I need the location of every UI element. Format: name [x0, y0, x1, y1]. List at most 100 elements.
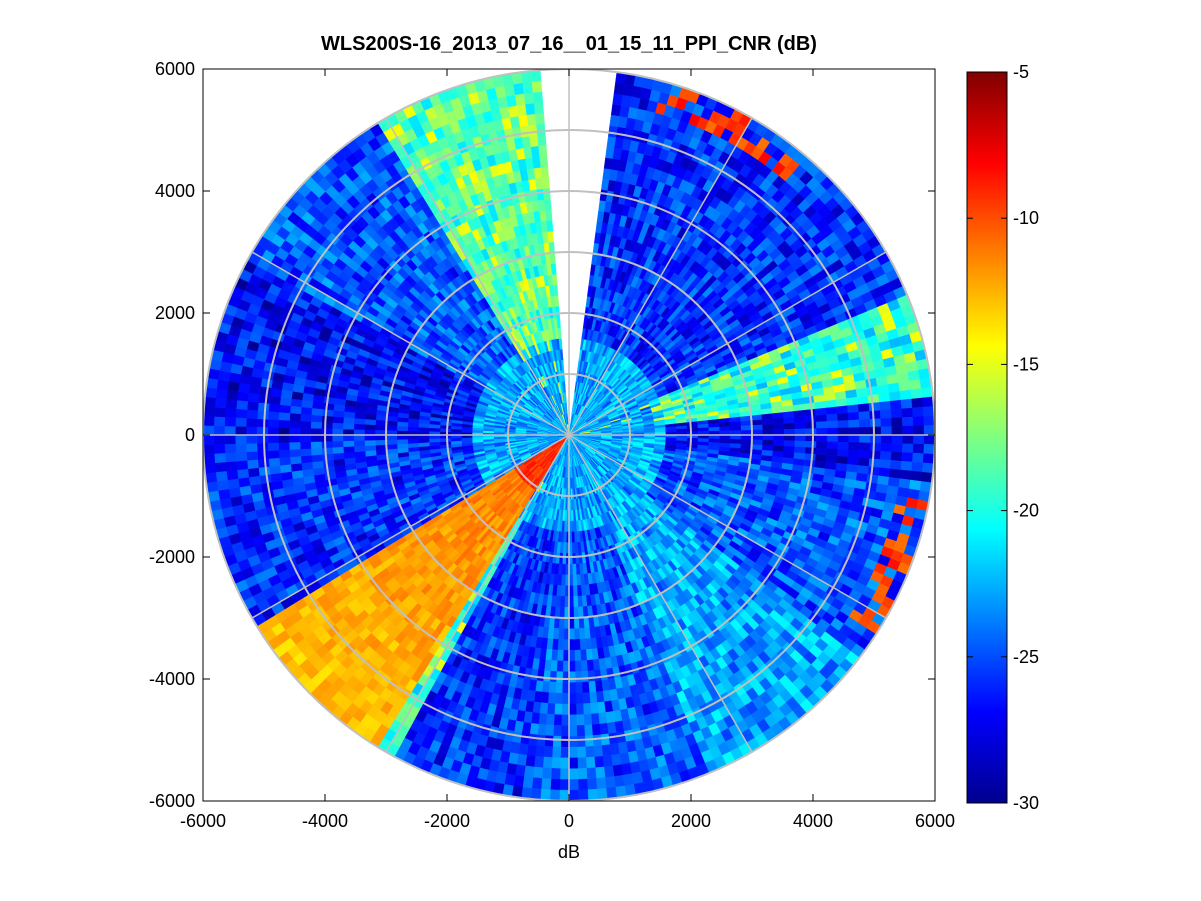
- ppi-cell: [559, 595, 566, 608]
- ppi-cell: [816, 434, 828, 443]
- ppi-cell: [598, 712, 608, 725]
- ppi-cell: [568, 789, 579, 801]
- ppi-cell: [740, 439, 753, 445]
- ppi-cell: [804, 447, 817, 455]
- ppi-cell: [572, 595, 579, 608]
- ppi-cell: [556, 660, 564, 672]
- ppi-cell: [606, 721, 617, 735]
- ppi-cell: [608, 732, 619, 745]
- ppi-cell: [912, 416, 925, 427]
- ppi-cell: [825, 406, 838, 415]
- ppi-cell: [580, 660, 588, 672]
- ppi-cell: [576, 735, 586, 748]
- ppi-cell: [805, 434, 817, 442]
- ppi-cell: [848, 442, 860, 451]
- ppi-cell: [911, 397, 924, 409]
- ppi-cell: [923, 434, 935, 445]
- ppi-cell: [879, 400, 892, 411]
- ppi-cell: [891, 443, 903, 453]
- ppi-cell: [772, 417, 785, 425]
- ppi-cell: [554, 692, 563, 705]
- ppi-cell: [603, 765, 615, 778]
- ppi-cell: [676, 428, 688, 433]
- ppi-cell: [750, 414, 763, 421]
- ppi-cell: [540, 691, 549, 704]
- ppi-cell: [869, 442, 882, 452]
- ppi-cell: [559, 779, 570, 791]
- ppi-cell: [594, 755, 605, 768]
- ppi-cell: [858, 442, 871, 452]
- ppi-cell: [910, 470, 923, 482]
- ppi-cell: [794, 440, 806, 448]
- ppi-cell: [912, 443, 925, 454]
- ppi-cell: [805, 421, 817, 430]
- ppi-cell: [551, 757, 561, 769]
- ppi-cell: [577, 757, 587, 769]
- ppi-cell: [544, 735, 554, 747]
- ppi-cell: [816, 427, 828, 436]
- ppi-cell: [552, 627, 560, 640]
- ppi-cell: [568, 682, 577, 694]
- ppi-cell: [847, 449, 860, 459]
- ppi-cell: [568, 693, 577, 705]
- ppi-cell: [719, 426, 731, 432]
- ppi-cell: [762, 439, 774, 446]
- ppi-cell: [562, 671, 570, 683]
- ppi-cell: [837, 441, 850, 450]
- ppi-cell: [836, 405, 849, 415]
- ppi-cell: [551, 746, 562, 759]
- ppi-cell: [577, 606, 584, 618]
- ppi-cell: [836, 455, 849, 465]
- ppi-cell: [848, 427, 860, 436]
- ppi-cell: [837, 420, 850, 429]
- ppi-cell: [545, 713, 555, 726]
- ppi-cell: [880, 417, 893, 428]
- ppi-cell: [560, 736, 570, 748]
- ppi-cell: [901, 416, 914, 427]
- ppi-cell: [542, 756, 553, 769]
- ppi-cell: [825, 455, 838, 464]
- ppi-cell: [794, 416, 806, 424]
- ppi-cell: [612, 764, 624, 777]
- ppi-cell: [577, 767, 588, 780]
- ppi-cell: [589, 702, 599, 715]
- ppi-cell: [867, 466, 880, 476]
- ppi-cell: [576, 714, 585, 726]
- ppi-cell: [545, 724, 555, 737]
- ppi-cell: [571, 520, 575, 533]
- ppi-cell: [888, 468, 902, 479]
- ppi-cell: [568, 671, 576, 683]
- ppi-cell: [697, 427, 710, 432]
- ppi-cell: [568, 628, 575, 640]
- ppi-cell: [783, 417, 795, 424]
- ppi-cell: [571, 542, 576, 554]
- ppi-cell: [887, 382, 901, 394]
- ppi-cell: [582, 703, 592, 715]
- ppi-cell: [575, 692, 584, 705]
- ppi-cell: [922, 406, 935, 417]
- ppi-cell: [587, 670, 596, 683]
- ppi-cell: [585, 648, 593, 661]
- ppi-cell: [551, 649, 558, 661]
- ppi-cell: [900, 460, 913, 472]
- ppi-cell: [824, 399, 837, 409]
- ppi-cell: [804, 415, 817, 423]
- ppi-cell: [563, 628, 570, 640]
- ppi-cell: [762, 424, 774, 431]
- ppi-cell: [794, 422, 806, 430]
- ppi-cell: [922, 453, 935, 464]
- ppi-cell: [891, 417, 903, 427]
- ppi-cell: [910, 388, 923, 400]
- ppi-cell: [857, 457, 870, 467]
- ppi-cell: [761, 444, 774, 452]
- ppi-cell: [583, 713, 593, 726]
- ppi-cell: [572, 574, 578, 586]
- ppi-cell: [815, 421, 828, 429]
- ppi-cell: [562, 660, 570, 673]
- ppi-cell: [592, 734, 602, 747]
- ppi-cell: [568, 757, 578, 769]
- ppi-cell: [740, 420, 752, 427]
- ppi-cell: [576, 584, 582, 597]
- ppi-cell: [835, 398, 848, 408]
- ppi-cell: [773, 434, 785, 441]
